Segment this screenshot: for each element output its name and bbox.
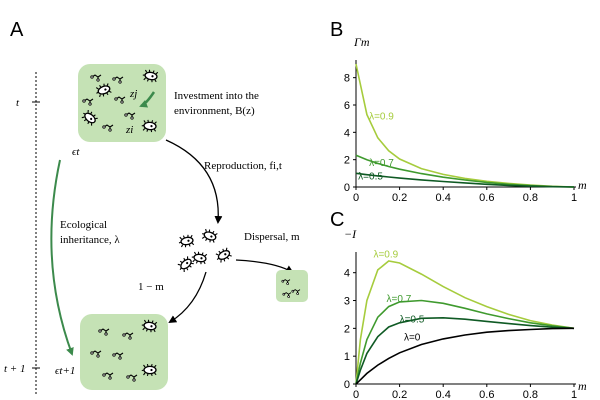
y-tick-label: 8	[344, 73, 350, 85]
y-tick-label: 3	[344, 296, 350, 308]
x-tick-label: 0.4	[436, 389, 451, 400]
series-line	[355, 172, 575, 188]
series-line	[355, 327, 575, 385]
x-tick-label: 1	[571, 389, 577, 400]
panel-c-ylabel: −I	[344, 227, 357, 241]
series-line	[355, 299, 575, 385]
investment-label-line1: Investment into the	[174, 90, 259, 102]
x-tick-label: 0.4	[436, 192, 451, 204]
patch-dispersal	[276, 270, 308, 302]
x-tick-label: 0.8	[523, 192, 538, 204]
patch-top-contents	[79, 68, 159, 134]
series-label: λ=0	[404, 332, 421, 343]
x-tick-label: 0.8	[523, 389, 538, 400]
time-label-t: t	[16, 97, 20, 109]
offspring-cluster	[175, 227, 233, 275]
investment-arrow	[139, 91, 156, 108]
panel-c: C −I m 0 0.2 0.4 0.6 0.8 1 0 1 2 3 4 λ=0.9 λ=0.7 λ=0.…	[330, 209, 587, 400]
panel-b: B Γm m 0 0.2 0.4 0.6 0.8 1 0 2 4 6 8 λ=0.9 λ=0.7 λ=0.…	[330, 19, 587, 204]
eco-label-line2: inheritance, λ	[60, 234, 120, 246]
reproduction-label: Reproduction, fi,t	[204, 160, 282, 172]
label-zi: zi	[125, 124, 133, 136]
panel-c-xlabel: m	[578, 379, 587, 393]
investment-label-line2: environment, B(z)	[174, 105, 255, 117]
reproduction-arrow	[165, 139, 223, 224]
dispersal-label: Dispersal, m	[244, 231, 300, 243]
series-label: λ=0.9	[373, 249, 398, 260]
x-tick-label: 0	[353, 389, 359, 400]
series-label: λ=0.7	[387, 294, 412, 305]
label-eps-t: ϵt	[72, 146, 80, 158]
label-eps-t1: ϵt+1	[55, 365, 75, 377]
label-zj: zj	[129, 88, 137, 100]
panel-b-letter: B	[330, 19, 343, 41]
series-line	[355, 260, 575, 385]
y-tick-label: 4	[344, 268, 350, 280]
ecological-inheritance-arrow	[50, 159, 74, 356]
y-tick-label: 2	[344, 323, 350, 335]
stay-arrow	[168, 271, 207, 324]
x-tick-label: 0.6	[479, 389, 494, 400]
y-tick-label: 0	[344, 182, 350, 194]
series-line	[355, 316, 575, 385]
x-tick-label: 1	[571, 192, 577, 204]
panel-b-xlabel: m	[578, 178, 587, 192]
y-tick-label: 0	[344, 379, 350, 391]
x-tick-label: 0	[353, 192, 359, 204]
y-tick-label: 2	[344, 155, 350, 167]
y-tick-label: 4	[344, 127, 350, 139]
stay-label: 1 − m	[138, 281, 164, 293]
panel-c-letter: C	[330, 209, 344, 231]
eco-label-line1: Ecological	[60, 219, 107, 231]
series-label: λ=0.5	[400, 315, 425, 326]
panel-a-letter: A	[10, 19, 24, 41]
series-label: λ=0.9	[369, 111, 394, 122]
x-tick-label: 0.2	[392, 389, 407, 400]
panel-a: A t t + 1 zj zi ϵt Investment into the e…	[4, 19, 308, 394]
series-label: λ=0.7	[369, 158, 394, 169]
y-tick-label: 1	[344, 351, 350, 363]
y-tick-label: 6	[344, 100, 350, 112]
x-tick-label: 0.6	[479, 192, 494, 204]
panel-b-ylabel: Γm	[353, 35, 370, 49]
x-tick-label: 0.2	[392, 192, 407, 204]
time-label-t1: t + 1	[4, 363, 25, 375]
series-label: λ=0.5	[358, 172, 383, 183]
